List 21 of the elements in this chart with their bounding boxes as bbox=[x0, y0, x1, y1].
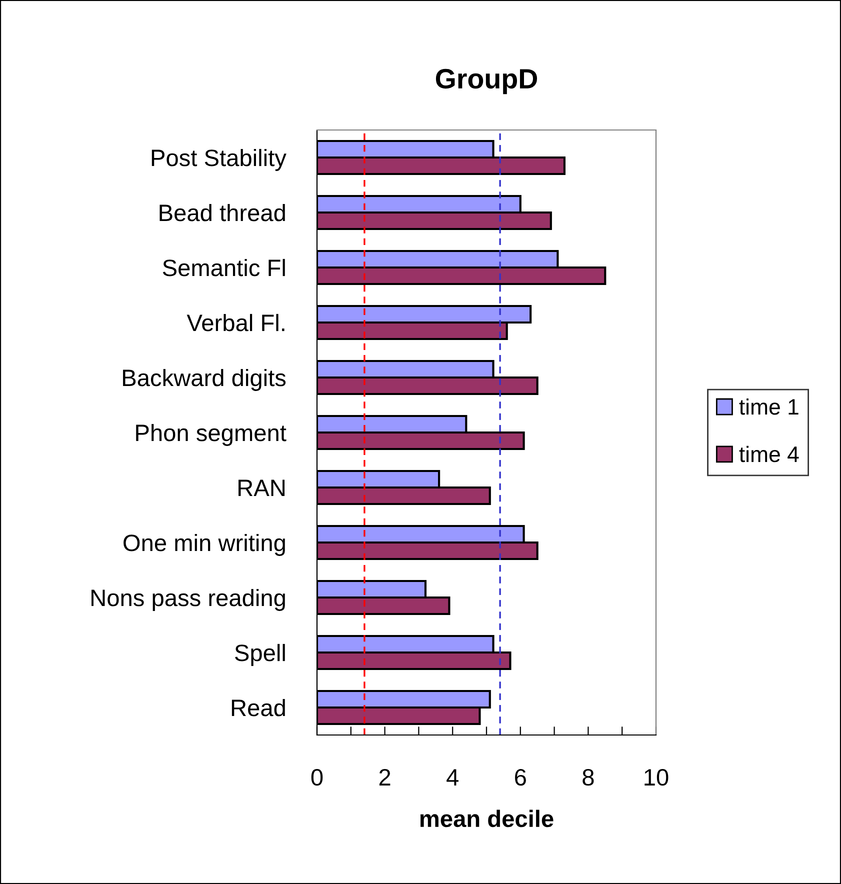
x-tick-label: 10 bbox=[644, 768, 668, 786]
x-tick-label: 4 bbox=[446, 769, 458, 786]
y-tick-label: Post Stability bbox=[152, 148, 286, 171]
y-tick-label: Spell bbox=[235, 644, 285, 666]
legend-label: time 4 bbox=[739, 446, 799, 462]
chart-title: GroupD bbox=[436, 68, 538, 94]
y-tick-label: Bead thread bbox=[160, 204, 285, 222]
y-tick-label: Read bbox=[232, 698, 285, 716]
y-tick-label: Verbal Fl. bbox=[186, 314, 284, 332]
x-tick-label: 6 bbox=[515, 768, 526, 786]
y-tick-label: Backward digits bbox=[123, 368, 286, 391]
x-tick-label: 8 bbox=[582, 768, 594, 786]
x-tick-label: 2 bbox=[379, 768, 390, 786]
y-tick-label: RAN bbox=[238, 480, 285, 496]
y-tick-label: Nons pass reading bbox=[92, 588, 285, 611]
y-tick-label: Semantic Fl bbox=[162, 258, 285, 276]
x-tick-label: 0 bbox=[311, 768, 323, 786]
legend-label: time 1 bbox=[739, 398, 798, 415]
y-tick-label: Phon segment bbox=[136, 424, 286, 446]
x-axis-title: mean decile bbox=[420, 810, 554, 828]
y-tick-label: One min writing bbox=[124, 534, 285, 556]
